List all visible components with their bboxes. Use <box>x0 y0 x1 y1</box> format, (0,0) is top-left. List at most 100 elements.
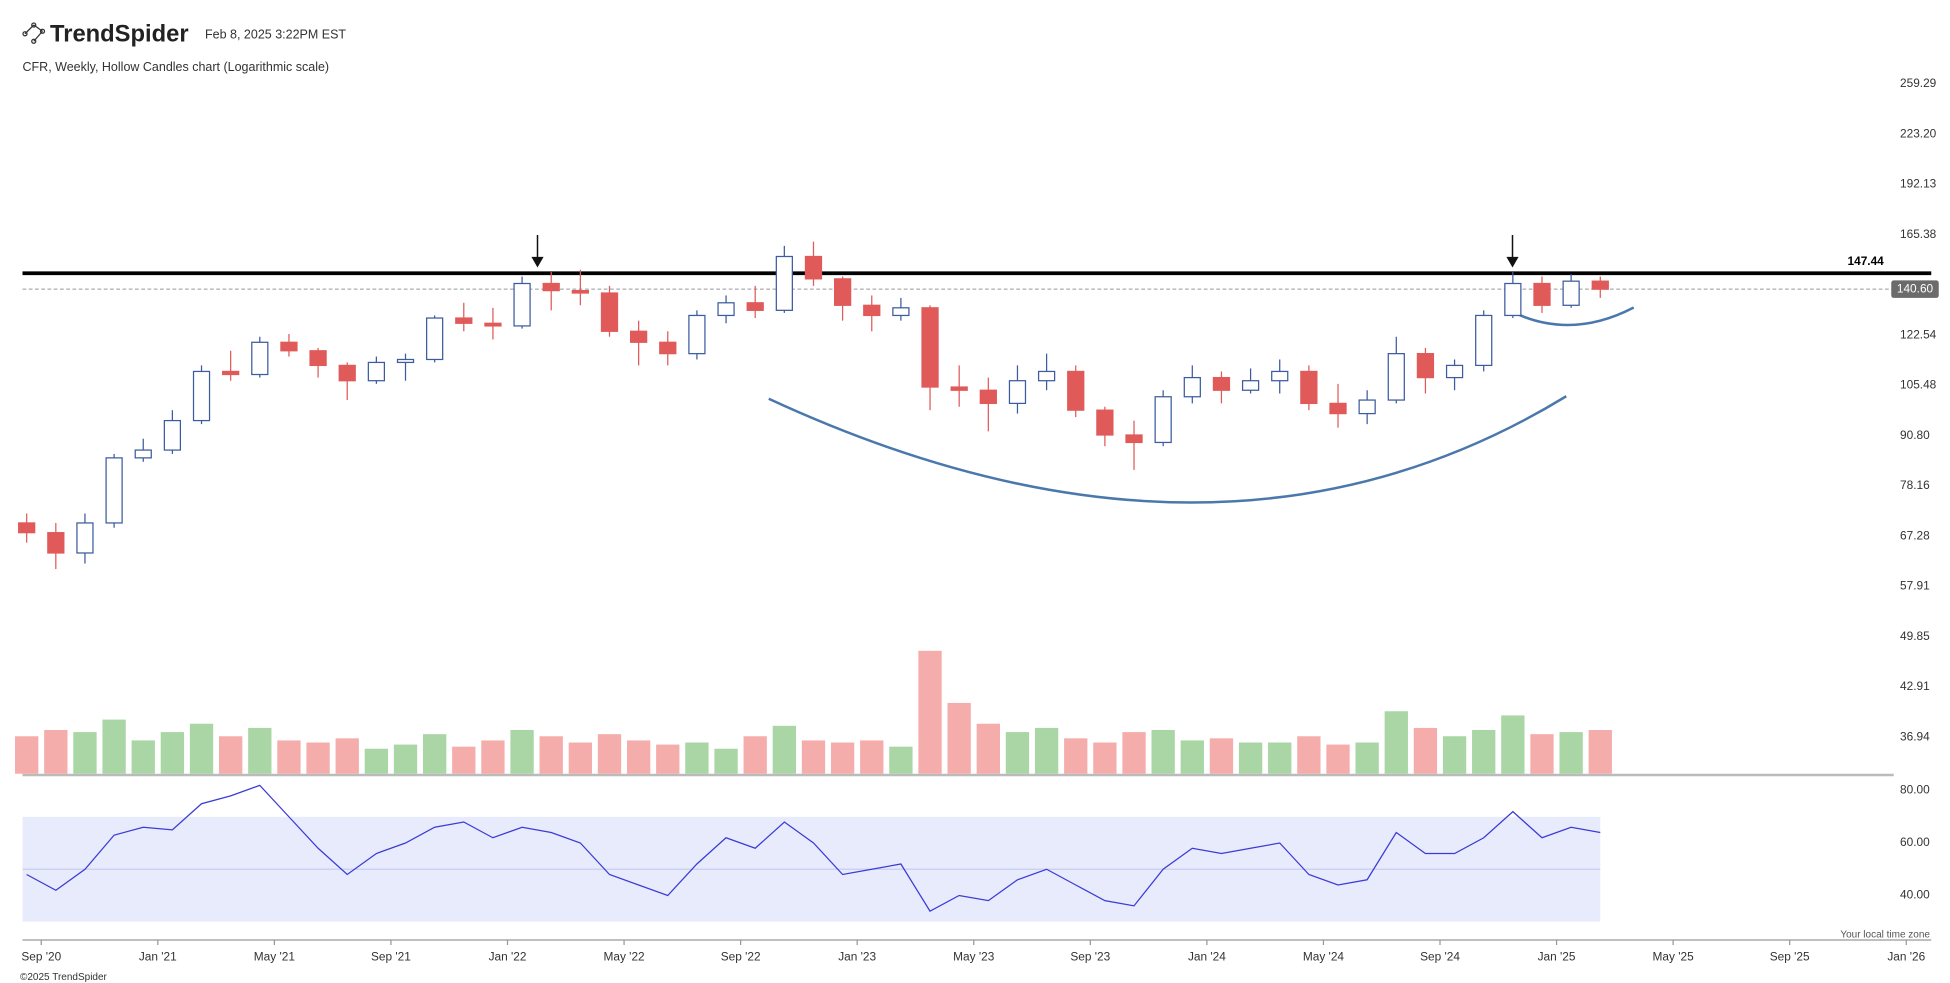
volume-bar <box>830 742 855 774</box>
volume-bar <box>860 740 884 774</box>
candle-body <box>950 386 968 391</box>
candle-body <box>1241 380 1260 391</box>
rsi-tick-label: 80.00 <box>1900 783 1930 797</box>
candle-body <box>367 361 386 382</box>
candle-body <box>629 330 648 343</box>
x-tick-label: May '23 <box>953 950 995 964</box>
volume-bar <box>1559 732 1583 774</box>
candle-body <box>1358 399 1376 415</box>
candle-body <box>426 317 444 361</box>
copyright: ©2025 TrendSpider <box>20 972 108 983</box>
volume-bar <box>1151 730 1175 774</box>
candle-body <box>1329 402 1347 415</box>
x-tick-label: Sep '20 <box>21 950 61 964</box>
volume-bar <box>15 736 39 774</box>
y-tick-label: 192.13 <box>1900 177 1937 191</box>
volume-bar <box>393 744 418 774</box>
candle-body <box>1591 280 1609 290</box>
volume-bar <box>219 736 243 774</box>
volume-bar <box>743 736 767 774</box>
x-tick-label: Jan '23 <box>838 950 876 964</box>
candle-body <box>659 341 677 355</box>
y-tick-label: 42.91 <box>1900 679 1930 693</box>
x-tick-label: May '24 <box>1303 950 1345 964</box>
cup-curve <box>768 395 1567 504</box>
candle-body <box>251 341 269 376</box>
x-tick-label: May '22 <box>603 950 644 964</box>
volume-bar <box>1064 738 1088 774</box>
candle-body <box>1300 370 1318 405</box>
x-tick-label: Sep '24 <box>1420 950 1460 964</box>
candle-body <box>1125 434 1143 444</box>
volume-bar <box>685 742 709 774</box>
candle-body <box>105 457 123 524</box>
y-tick-label: 57.91 <box>1900 579 1930 593</box>
volume-bar <box>160 732 185 774</box>
candle-body <box>1212 376 1231 391</box>
x-tick-label: Jan '26 <box>1887 950 1925 964</box>
candle-body <box>1475 314 1493 367</box>
handle-curve <box>1505 306 1635 327</box>
x-tick-label: May '21 <box>254 950 296 964</box>
y-tick-label: 122.54 <box>1900 327 1937 341</box>
volume-bar <box>131 740 155 774</box>
candle-body <box>134 449 152 459</box>
candle-body <box>1096 409 1114 436</box>
y-tick-label: 36.94 <box>1900 729 1930 743</box>
volume-bar <box>1297 736 1321 774</box>
volume-bar <box>1238 742 1263 774</box>
y-tick-label: 78.16 <box>1900 478 1930 492</box>
candle-body <box>1562 280 1580 306</box>
volume-bar <box>1413 727 1438 774</box>
volume-bar <box>772 725 796 774</box>
logo-icon <box>22 22 46 44</box>
y-tick-label: 259.29 <box>1900 76 1937 90</box>
x-tick-label: Jan '24 <box>1188 950 1226 964</box>
candle-body <box>979 389 997 405</box>
candle-body <box>222 370 240 376</box>
volume-bar <box>1034 727 1059 774</box>
candle-body <box>18 522 36 534</box>
volume-bar <box>539 736 563 774</box>
volume-bar <box>102 719 126 774</box>
candle-body <box>47 532 65 554</box>
volume-bar <box>335 738 359 774</box>
candle-body <box>542 282 560 292</box>
volume-bar <box>568 742 593 774</box>
volume-bar <box>1588 730 1612 774</box>
candle-body <box>280 341 298 352</box>
x-tick-label: Jan '25 <box>1538 950 1576 964</box>
volume-bar <box>510 730 534 774</box>
candle-body <box>76 522 94 554</box>
volume-bar <box>452 746 476 774</box>
volume-bar <box>714 748 738 774</box>
candle-body <box>833 278 852 306</box>
candle-body <box>1533 282 1551 306</box>
y-tick-label: 165.38 <box>1900 227 1937 241</box>
x-tick-label: Sep '23 <box>1070 950 1110 964</box>
volume-bar <box>1384 711 1408 774</box>
volume-bar <box>1530 734 1554 774</box>
x-tick-label: Jan '21 <box>139 950 177 964</box>
candle-body <box>1008 380 1027 405</box>
candle-body <box>192 370 211 422</box>
x-tick-label: Jan '22 <box>489 950 527 964</box>
last-price-label: 140.60 <box>1897 281 1934 295</box>
rsi-tick-label: 60.00 <box>1900 835 1930 849</box>
x-tick-label: Sep '22 <box>721 950 761 964</box>
x-tick-label: May '25 <box>1653 950 1695 964</box>
timestamp: Feb 8, 2025 3:22PM EST <box>205 27 346 41</box>
volume-bar <box>1268 742 1292 774</box>
candle-body <box>1445 364 1464 379</box>
volume-bar <box>1355 742 1379 774</box>
volume-bar <box>1501 715 1525 774</box>
candle-body <box>396 358 415 364</box>
volume-bar <box>626 740 651 774</box>
rsi-line <box>26 784 1601 912</box>
logo: TrendSpider <box>50 20 189 47</box>
volume-bar <box>364 748 389 774</box>
candle-body <box>746 302 764 311</box>
y-tick-label: 67.28 <box>1900 528 1930 542</box>
x-tick-label: Sep '25 <box>1770 950 1810 964</box>
